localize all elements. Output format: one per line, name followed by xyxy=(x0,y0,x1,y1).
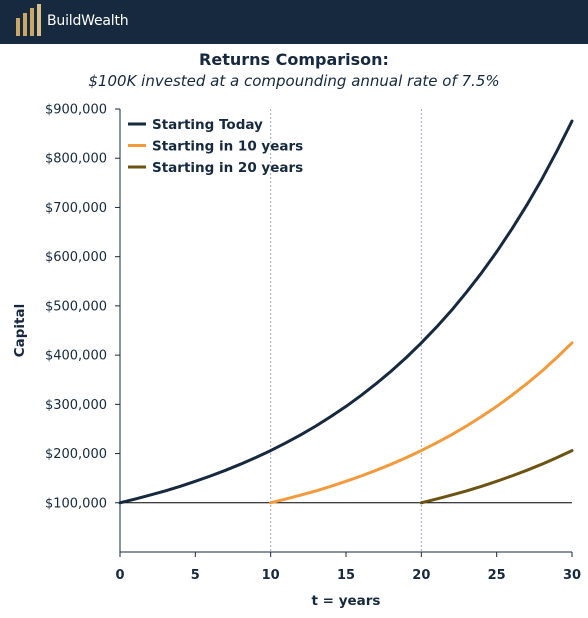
y-tick-label: $500,000 xyxy=(45,299,107,314)
x-tick-label: 0 xyxy=(115,568,124,583)
series-line-0 xyxy=(118,119,574,505)
legend-label-2: Starting in 20 years xyxy=(152,160,303,176)
chart-title: Returns Comparison: xyxy=(199,50,389,69)
x-tick-label: 30 xyxy=(563,568,581,583)
y-tick-label: $300,000 xyxy=(45,398,107,413)
legend-label-0: Starting Today xyxy=(152,117,263,133)
x-tick-label: 25 xyxy=(488,568,506,583)
series-line-2 xyxy=(419,449,574,505)
y-tick-label: $400,000 xyxy=(45,349,107,364)
header-bar: BuildWealth xyxy=(0,0,588,44)
y-tick-label: $800,000 xyxy=(45,152,107,167)
y-tick-label: $600,000 xyxy=(45,250,107,265)
x-tick-label: 15 xyxy=(337,568,355,583)
series-line-1 xyxy=(269,341,574,505)
y-tick-label: $200,000 xyxy=(45,447,107,462)
legend-label-1: Starting in 10 years xyxy=(152,139,303,155)
chart-subtitle: $100K invested at a compounding annual r… xyxy=(88,72,500,90)
x-tick-label: 20 xyxy=(412,568,430,583)
x-axis-label: t = years xyxy=(312,593,381,609)
y-tick-label: $100,000 xyxy=(45,496,107,511)
y-tick-label: $700,000 xyxy=(45,201,107,216)
brand-name: BuildWealth xyxy=(47,13,129,29)
y-tick-label: $900,000 xyxy=(45,103,107,118)
buildwealth-logo-icon xyxy=(16,4,41,36)
x-tick-label: 10 xyxy=(262,568,280,583)
x-tick-label: 5 xyxy=(191,568,200,583)
y-axis-label: Capital xyxy=(12,304,28,358)
chart-title-block: Returns Comparison: $100K invested at a … xyxy=(0,50,588,91)
